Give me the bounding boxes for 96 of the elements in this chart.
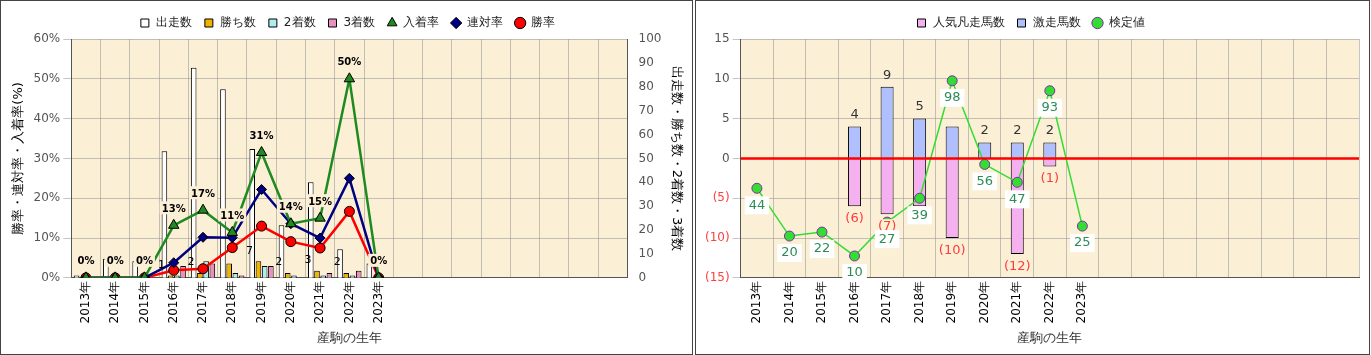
x-tick-label: 2016年	[165, 280, 180, 324]
x-tick-label: 2020年	[976, 280, 991, 324]
y2-tick-label: 0	[638, 269, 647, 284]
x-tick-label: 2014年	[107, 280, 122, 324]
data-label: (7)	[877, 218, 897, 234]
data-label: 2	[275, 255, 283, 269]
legend-label: 勝率	[531, 15, 556, 30]
x-tick-label: 2017年	[195, 280, 210, 324]
x-tick-label: 2020年	[282, 280, 297, 324]
x-tick-label: 2014年	[781, 280, 796, 324]
legend-label: 2着数	[283, 15, 316, 30]
y-tick-label: 10	[714, 70, 730, 85]
legend-label: 検定値	[1108, 15, 1145, 30]
data-label: (10)	[938, 241, 966, 257]
x-tick-label: 2018年	[224, 280, 239, 324]
data-label: 14%	[278, 201, 303, 213]
data-label: 98	[943, 89, 961, 105]
data-label: 93	[1041, 99, 1059, 115]
y2-tick-label: 100	[638, 31, 662, 46]
data-label: 11%	[220, 210, 245, 222]
data-label: 17%	[191, 187, 215, 199]
y2-axis-title: 出走数・勝ち数・2着数・3着数	[669, 65, 685, 252]
legend-label: 入着率	[403, 15, 440, 30]
data-label: (1)	[1040, 170, 1060, 186]
y-tick-label: 0%	[41, 269, 61, 284]
x-tick-label: 2013年	[78, 280, 93, 324]
y-tick-label: 50%	[33, 70, 61, 85]
y2-tick-label: 30	[638, 198, 654, 213]
x-axis-title: 産駒の生年	[1017, 329, 1083, 345]
y-tick-label: 60%	[33, 31, 61, 46]
x-tick-label: 2013年	[749, 280, 764, 324]
x-tick-label: 2019年	[944, 280, 959, 324]
data-label: 2	[1013, 122, 1022, 138]
data-label: 5	[915, 98, 924, 114]
y-tick-label: 30%	[33, 150, 61, 165]
data-label: 25	[1074, 234, 1091, 250]
x-tick-label: 2023年	[1074, 280, 1089, 324]
x-tick-label: 2015年	[136, 280, 151, 324]
data-label: (6)	[845, 210, 864, 226]
data-label: 9	[882, 66, 892, 82]
data-label: 31%	[249, 130, 274, 142]
x-tick-label: 2016年	[846, 280, 861, 324]
data-label: 0%	[370, 255, 388, 267]
x-tick-label: 2022年	[341, 280, 356, 324]
y2-tick-label: 20	[638, 222, 654, 237]
y2-tick-label: 90	[638, 55, 654, 70]
data-label: 56	[976, 172, 993, 188]
data-label: 39	[911, 206, 928, 222]
legend-label: 出走数	[155, 15, 192, 30]
data-label: 13%	[161, 202, 186, 214]
data-label: 15%	[308, 195, 333, 207]
data-label: 20	[781, 244, 798, 260]
y-tick-label: (15)	[704, 269, 730, 284]
data-label: 2	[1045, 122, 1054, 138]
data-label: 22	[813, 240, 831, 256]
data-label: 0%	[77, 255, 95, 267]
x-tick-label: 2019年	[253, 280, 268, 324]
y-tick-label: 40%	[33, 110, 61, 125]
legend-label: 人気凡走馬数	[932, 15, 1005, 30]
y-axis-title: 勝率・連対率・入着率(%)	[10, 82, 26, 235]
y2-tick-label: 80	[638, 78, 654, 93]
y2-tick-label: 40	[638, 174, 654, 189]
data-label: 0%	[135, 255, 153, 267]
data-label: (12)	[1003, 257, 1031, 273]
x-tick-label: 2021年	[1009, 280, 1024, 324]
legend-label: 激走馬数	[1032, 15, 1081, 30]
y-tick-label: (5)	[712, 190, 730, 205]
y-tick-label: 5	[721, 110, 730, 125]
y-tick-label: 0	[721, 150, 730, 165]
x-tick-label: 2023年	[370, 280, 385, 324]
y-tick-label: 20%	[33, 190, 61, 205]
data-label: 50%	[337, 56, 362, 68]
data-label: 0%	[106, 255, 124, 267]
data-label: 2	[980, 122, 989, 138]
x-tick-label: 2015年	[814, 280, 829, 324]
y2-tick-label: 70	[638, 102, 654, 117]
data-label: 10	[846, 264, 863, 280]
data-label: 4	[850, 106, 859, 122]
legend-label: 連対率	[467, 15, 504, 30]
data-label: 44	[748, 196, 766, 212]
data-label: 7	[245, 243, 253, 257]
x-tick-label: 2021年	[312, 280, 327, 324]
legend-label: 3着数	[343, 15, 376, 30]
legend-label: 勝ち数	[219, 15, 256, 30]
x-axis-title: 産駒の生年	[316, 329, 382, 345]
y-tick-label: 15	[714, 31, 730, 46]
x-tick-label: 2018年	[911, 280, 926, 324]
y2-tick-label: 50	[638, 150, 654, 165]
y2-tick-label: 10	[638, 246, 654, 261]
data-label: 1	[158, 257, 166, 271]
data-label: 47	[1009, 190, 1026, 206]
y2-tick-label: 60	[638, 126, 654, 141]
y-tick-label: 10%	[33, 230, 61, 245]
y-tick-label: (10)	[704, 230, 730, 245]
x-tick-label: 2022年	[1041, 280, 1056, 324]
x-tick-label: 2017年	[879, 280, 894, 324]
